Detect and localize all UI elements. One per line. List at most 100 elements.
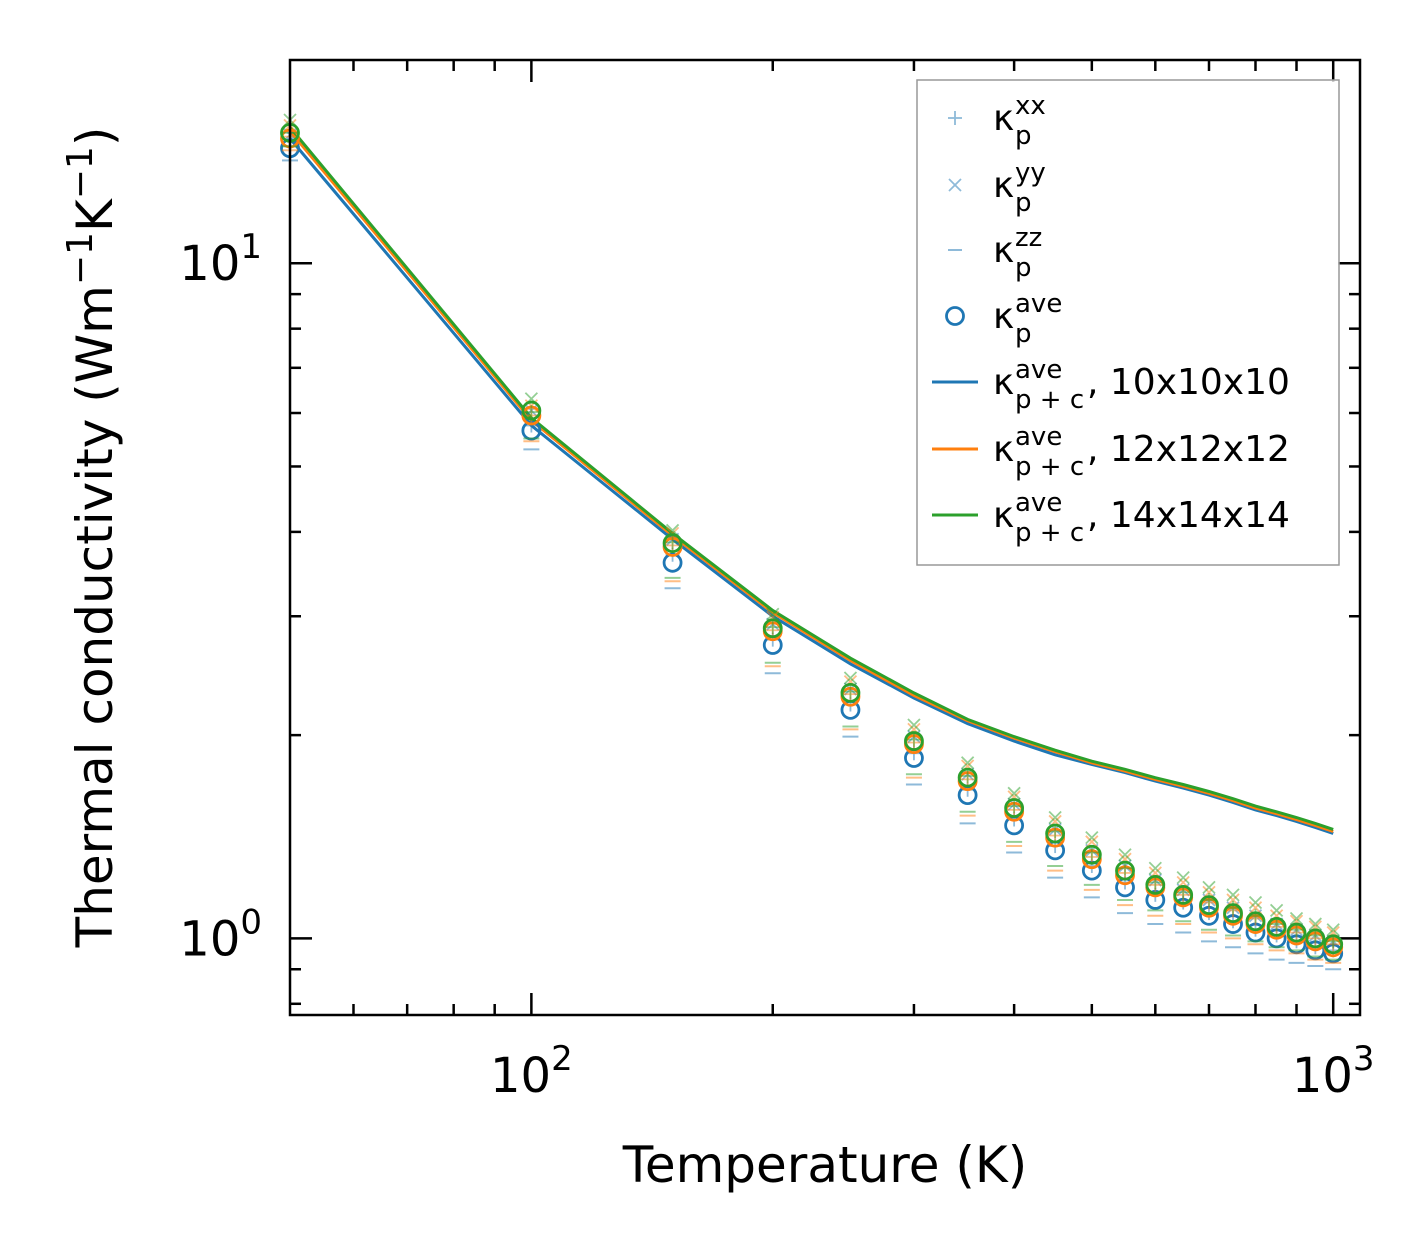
- legend-label-base: κ: [993, 98, 1014, 139]
- y-tick-label-base: 10: [179, 911, 240, 967]
- kyy-marker-b: [1248, 895, 1263, 910]
- legend-label-sup: xx: [1015, 91, 1046, 121]
- x-tick-label-base: 10: [490, 1048, 551, 1104]
- kyy-marker-b: [907, 718, 921, 732]
- legend-label-sup: ave: [1015, 422, 1062, 452]
- legend-label-sup: zz: [1015, 223, 1042, 253]
- kyy-marker: [1269, 903, 1284, 918]
- kpc-line-10x10x10: [288, 137, 1334, 835]
- kyy-marker: [1048, 810, 1062, 825]
- legend-entry: κ yyp: [948, 158, 1046, 218]
- y-tick-label: 101: [179, 227, 262, 292]
- kave-marker: [1045, 823, 1066, 844]
- legend-label-suffix: , 14x14x14: [1087, 495, 1290, 536]
- y-axis-label-exp1: −1: [60, 232, 101, 285]
- kyy-marker-b: [1202, 880, 1216, 894]
- kave-marker: [1223, 903, 1243, 923]
- y-tick-label-base: 10: [179, 236, 240, 292]
- kyy-marker: [1202, 880, 1216, 894]
- kyy-marker-b: [1326, 923, 1340, 937]
- legend-label-sub: p + c: [1015, 385, 1084, 415]
- legend-label-base: κ: [993, 230, 1014, 271]
- kyy-marker-b: [1048, 810, 1062, 825]
- legend-label-base: κ: [993, 165, 1014, 206]
- axis-ticks: [290, 60, 1360, 1015]
- legend-label-base: κ: [993, 296, 1014, 337]
- x-tick-label: 103: [1292, 1039, 1375, 1104]
- legend-x-marker: [948, 178, 962, 192]
- x-tick-label: 102: [490, 1039, 573, 1104]
- kxx-marker: [1007, 799, 1022, 814]
- y-axis-label-mid: K: [66, 198, 124, 232]
- kpc-line-14x14x14: [288, 126, 1334, 831]
- legend-circle-marker: [945, 306, 965, 326]
- y-tick-label: 100: [179, 902, 262, 967]
- kyy-marker-b: [1289, 911, 1304, 926]
- kxx-marker: [524, 405, 539, 420]
- kave-marker: [1004, 798, 1025, 818]
- legend-entry: κ zzp: [948, 223, 1042, 283]
- kave-marker: [904, 731, 924, 751]
- kxx-marker: [906, 732, 921, 747]
- y-axis-label-suffix: ): [66, 127, 124, 147]
- legend-label-sub: p: [1015, 253, 1032, 283]
- plot-frame: [288, 58, 1362, 1017]
- kyy-marker: [1176, 871, 1190, 885]
- plot-lines: [288, 126, 1334, 835]
- kyy-marker-b: [843, 671, 858, 685]
- legend-frame: [916, 79, 1340, 566]
- kave-marker: [840, 682, 861, 703]
- kyy-marker-b: [1118, 848, 1132, 862]
- kave-marker: [1323, 934, 1344, 955]
- kxx-marker: [765, 620, 780, 635]
- kave-marker: [1266, 916, 1287, 937]
- legend-label-base: κ: [993, 429, 1014, 470]
- legend-label-base: κ: [993, 495, 1014, 536]
- kave-marker: [1173, 884, 1194, 905]
- y-axis-label: Thermal conductivity (Wm−1K−1): [60, 127, 124, 949]
- kyy-marker-b: [1308, 917, 1322, 931]
- x-tick-label-exp: 2: [551, 1039, 573, 1079]
- kave-marker: [1305, 928, 1326, 949]
- kxx-marker: [843, 684, 858, 699]
- kyy-marker: [1007, 786, 1021, 800]
- kxx-marker: [1048, 824, 1063, 839]
- legend-entry: κ xxp: [948, 91, 1046, 151]
- legend-label-sup: yy: [1015, 158, 1046, 188]
- legend-label-sub: p + c: [1015, 518, 1084, 548]
- kyy-marker: [1148, 861, 1162, 875]
- kave-marker: [1081, 844, 1102, 865]
- kave-marker: [1145, 875, 1166, 895]
- x-tick-label-base: 10: [1292, 1048, 1353, 1104]
- kyy-marker-b: [1085, 830, 1099, 845]
- kave-marker: [1115, 860, 1135, 881]
- legend-label-sub: p: [1015, 121, 1032, 151]
- kyy-marker-b: [1148, 861, 1162, 875]
- legend-label-sup: ave: [1015, 488, 1062, 518]
- kyy-marker-b: [1176, 871, 1190, 885]
- kyy-marker: [766, 607, 780, 621]
- kyy-marker: [1248, 895, 1263, 910]
- kave-marker: [957, 767, 978, 788]
- kyy-marker: [1308, 917, 1322, 931]
- y-axis-label-prefix: Thermal conductivity (Wm: [66, 285, 124, 948]
- kxx-marker: [665, 535, 680, 550]
- kxx-marker: [1118, 861, 1133, 876]
- legend-plus-marker: [948, 111, 962, 125]
- x-axis-label: Temperature (K): [622, 1136, 1027, 1194]
- legend-label-sub: p: [1015, 319, 1032, 349]
- plot-markers: [280, 113, 1344, 971]
- kyy-marker: [960, 756, 975, 770]
- kxx-marker: [1148, 875, 1163, 890]
- kyy-marker: [1226, 888, 1240, 902]
- legend-label-suffix: , 12x12x12: [1087, 429, 1290, 470]
- kyy-marker-b: [766, 607, 780, 621]
- kave-marker: [521, 400, 542, 421]
- kyy-marker-b: [1248, 901, 1263, 915]
